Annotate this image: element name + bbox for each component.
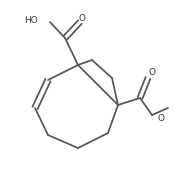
Text: HO: HO xyxy=(24,16,38,25)
Text: O: O xyxy=(157,113,164,122)
Text: O: O xyxy=(149,67,156,76)
Text: O: O xyxy=(79,13,86,23)
